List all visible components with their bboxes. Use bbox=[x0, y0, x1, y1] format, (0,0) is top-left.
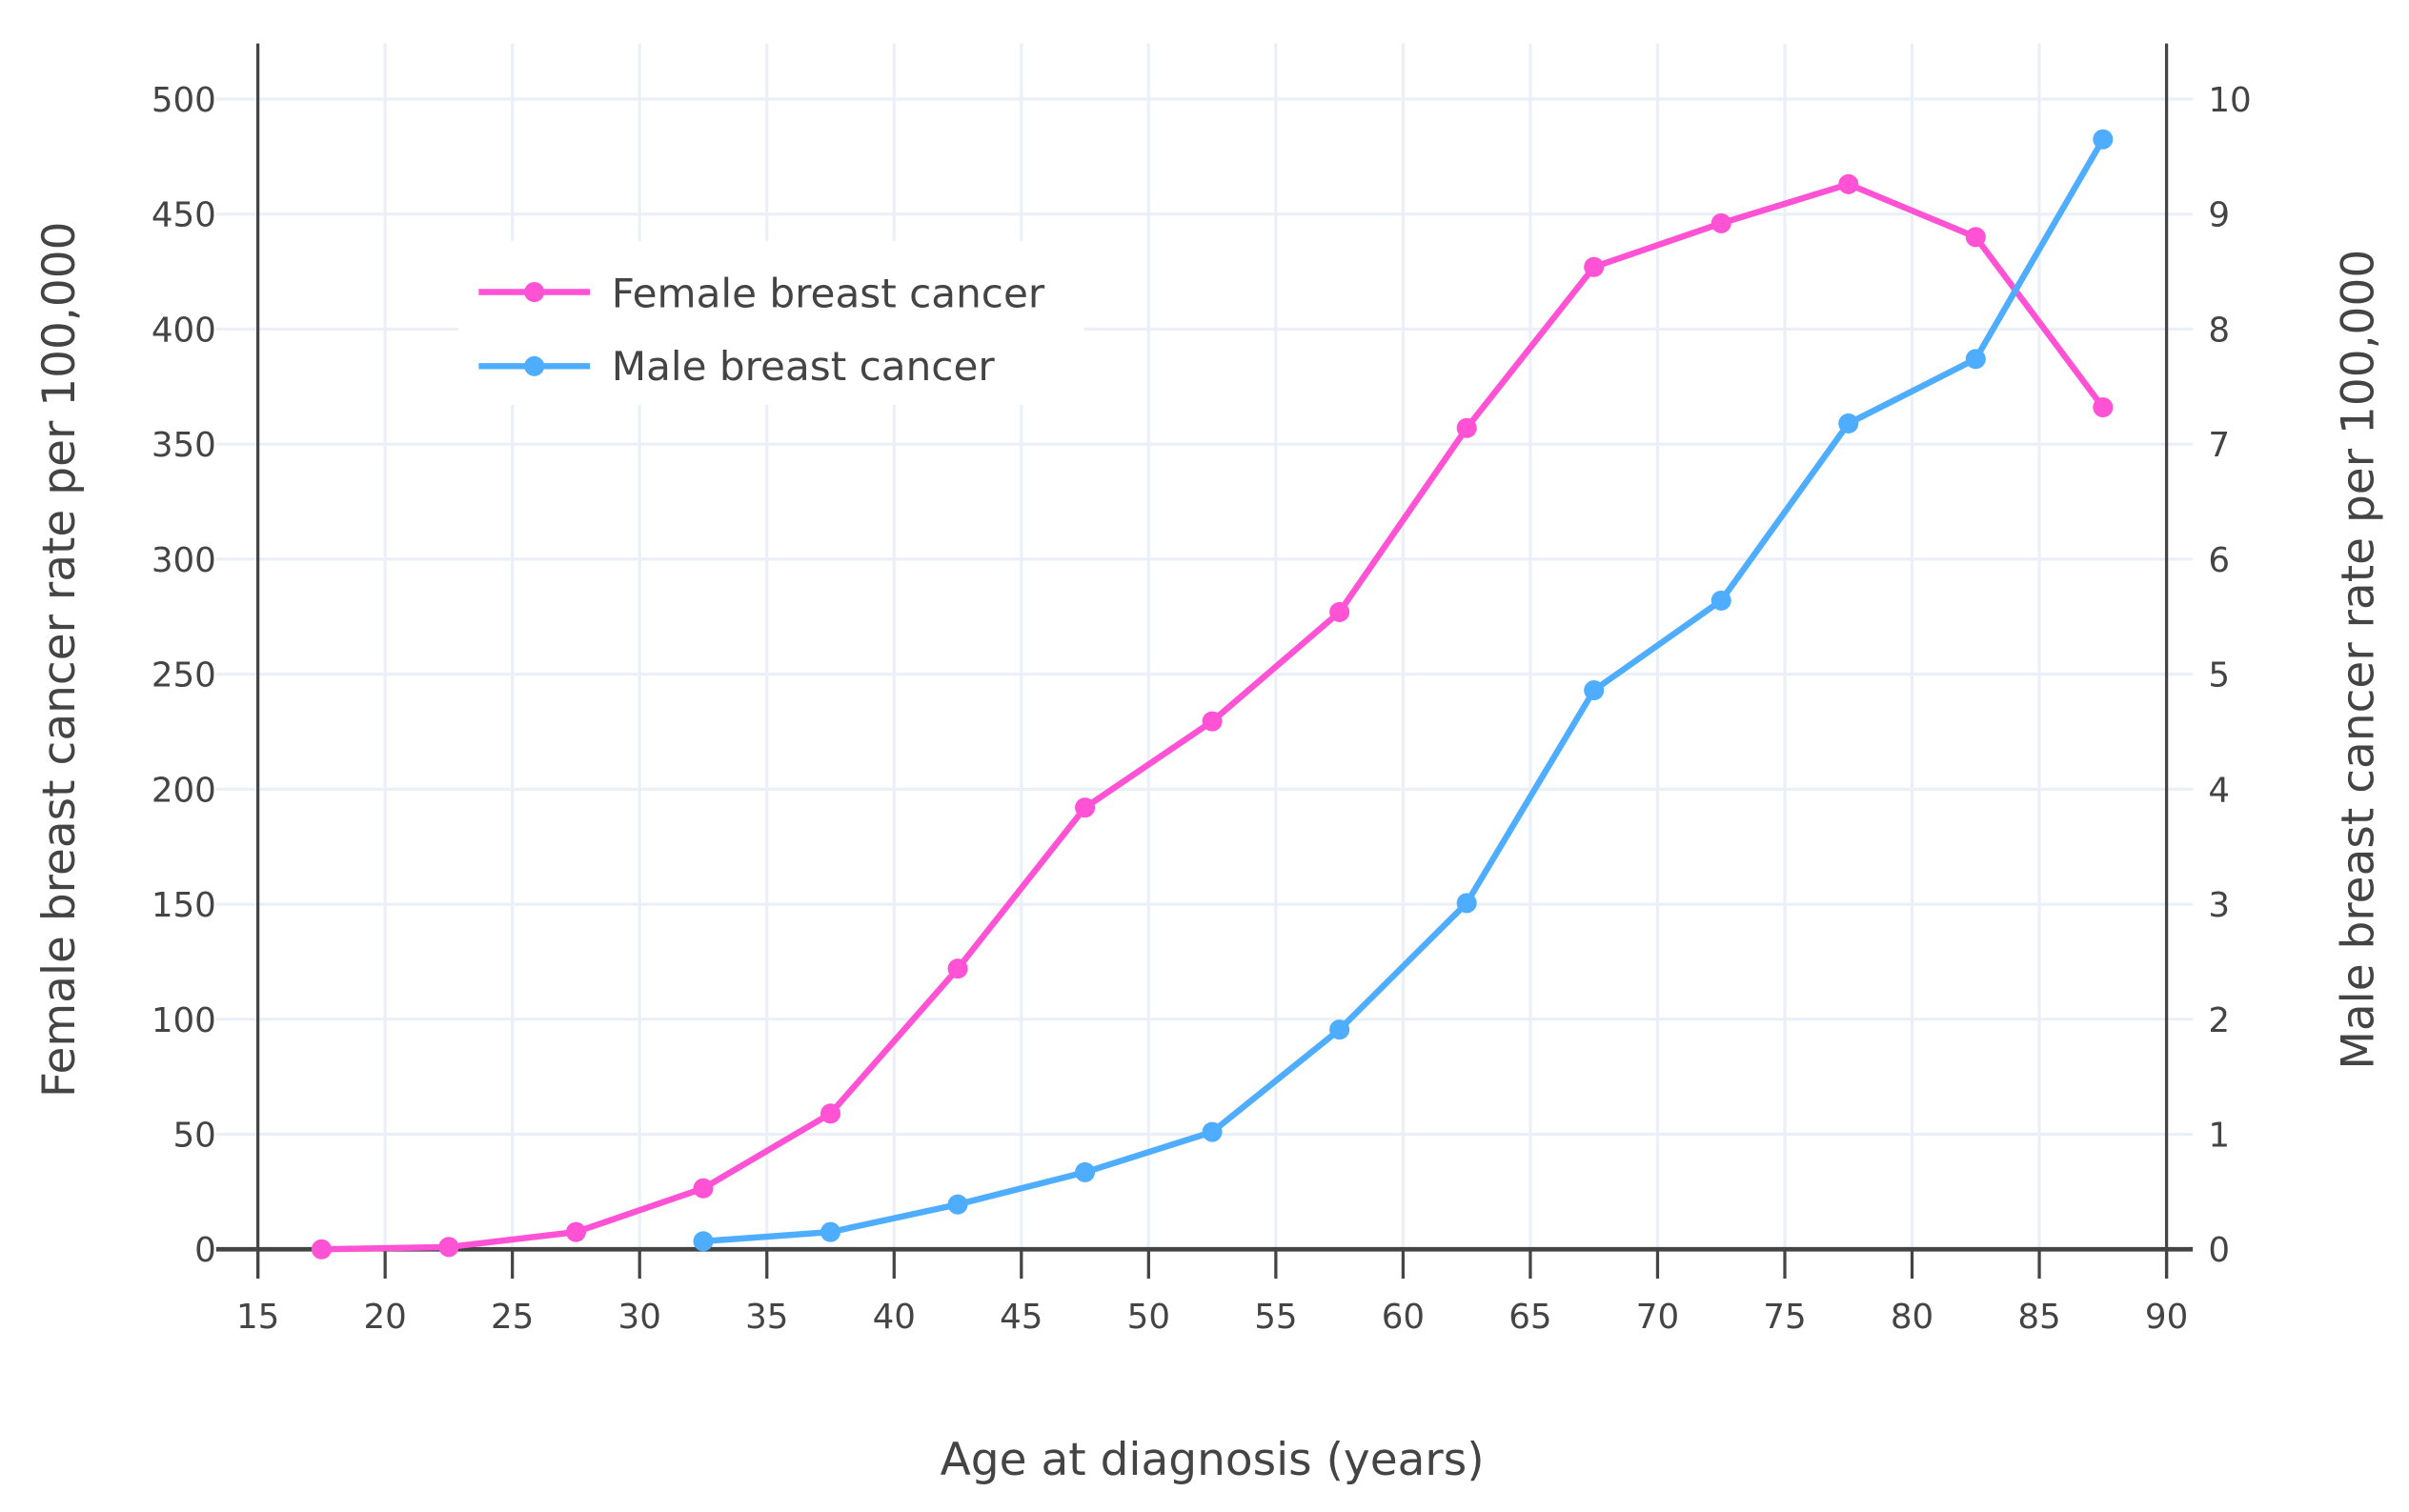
data-point-0 bbox=[2093, 396, 2114, 418]
data-point-1 bbox=[1584, 679, 1605, 701]
data-point-1 bbox=[693, 1231, 714, 1252]
data-point-0 bbox=[693, 1178, 714, 1199]
x-tick-label: 20 bbox=[363, 1298, 406, 1337]
data-point-1 bbox=[1329, 1019, 1350, 1040]
x-tick-label: 70 bbox=[1636, 1298, 1679, 1337]
legend-label-female[interactable]: Female breast cancer bbox=[612, 271, 1045, 317]
data-point-0 bbox=[1202, 711, 1223, 732]
x-tick-label: 45 bbox=[1000, 1298, 1043, 1337]
y-tick-label: 500 bbox=[152, 81, 216, 120]
x-tick-label: 85 bbox=[2017, 1298, 2060, 1337]
x-tick-label: 75 bbox=[1763, 1298, 1806, 1337]
data-point-1 bbox=[947, 1194, 968, 1215]
y2-tick-label: 0 bbox=[2208, 1231, 2230, 1270]
data-point-0 bbox=[311, 1239, 332, 1260]
y2-tick-label: 4 bbox=[2208, 771, 2230, 810]
data-point-0 bbox=[1456, 417, 1477, 438]
x-tick-label: 15 bbox=[236, 1298, 279, 1337]
data-point-1 bbox=[1075, 1161, 1096, 1182]
data-point-0 bbox=[1838, 173, 1859, 194]
y-tick-label: 250 bbox=[152, 656, 216, 696]
y2-tick-label: 10 bbox=[2208, 81, 2251, 120]
y2-tick-label: 3 bbox=[2208, 886, 2230, 925]
legend-marker-male bbox=[524, 355, 545, 376]
x-tick-label: 90 bbox=[2145, 1298, 2188, 1337]
y-tick-label: 450 bbox=[152, 196, 216, 235]
legend-background bbox=[458, 241, 1084, 405]
data-point-0 bbox=[1711, 212, 1731, 233]
y2-tick-label: 1 bbox=[2208, 1116, 2230, 1155]
y-tick-label: 0 bbox=[194, 1231, 216, 1270]
legend-marker-female bbox=[524, 282, 545, 303]
x-tick-label: 55 bbox=[1254, 1298, 1297, 1337]
gridlines bbox=[215, 43, 2194, 1280]
x-axis-title: Age at diagnosis (years) bbox=[941, 1434, 1485, 1486]
x-tick-label: 65 bbox=[1508, 1298, 1551, 1337]
axes bbox=[215, 43, 2194, 1280]
data-point-0 bbox=[565, 1221, 586, 1242]
series-layer bbox=[311, 129, 2114, 1260]
data-point-1 bbox=[1202, 1121, 1223, 1142]
x-tick-label: 25 bbox=[491, 1298, 534, 1337]
legend[interactable]: Female breast cancer Male breast cancer bbox=[458, 241, 1084, 405]
x-tick-label: 35 bbox=[745, 1298, 788, 1337]
data-point-0 bbox=[1965, 227, 1986, 248]
data-point-0 bbox=[438, 1237, 459, 1258]
y-tick-label: 50 bbox=[173, 1116, 216, 1155]
y-tick-label: 150 bbox=[152, 886, 216, 925]
data-point-1 bbox=[1711, 590, 1731, 611]
y2-tick-label: 7 bbox=[2208, 426, 2230, 465]
y-tick-label: 350 bbox=[152, 426, 216, 465]
y-tick-label: 100 bbox=[152, 1001, 216, 1040]
y-tick-label: 200 bbox=[152, 771, 216, 810]
data-point-0 bbox=[947, 958, 968, 979]
data-point-1 bbox=[1838, 413, 1859, 433]
legend-label-male[interactable]: Male breast cancer bbox=[612, 343, 996, 390]
y2-tick-label: 9 bbox=[2208, 196, 2230, 235]
x-tick-label: 40 bbox=[873, 1298, 916, 1337]
series-line-1 bbox=[702, 137, 2106, 1245]
y2-tick-label: 2 bbox=[2208, 1001, 2230, 1040]
x-tick-label: 80 bbox=[1891, 1298, 1933, 1337]
y2-tick-label: 5 bbox=[2208, 656, 2230, 696]
data-point-1 bbox=[820, 1221, 841, 1242]
x-tick-label: 50 bbox=[1127, 1298, 1170, 1337]
y-axis-title: Female breast cancer rate per 100,000 bbox=[33, 221, 86, 1097]
y2-tick-label: 6 bbox=[2208, 541, 2230, 580]
y2-tick-label: 8 bbox=[2208, 311, 2230, 350]
y-tick-label: 300 bbox=[152, 541, 216, 580]
tick-labels: 15 20 25 30 35 40 45 50 55 60 65 70 75 80 85 9005010015… bbox=[152, 81, 2252, 1337]
data-point-0 bbox=[1584, 256, 1605, 277]
y2-axis-title: Male breast cancer rate per 100,000 bbox=[2333, 250, 2385, 1070]
data-point-1 bbox=[2093, 129, 2114, 150]
x-tick-label: 60 bbox=[1382, 1298, 1425, 1337]
data-point-0 bbox=[1075, 797, 1096, 818]
data-point-0 bbox=[1329, 601, 1350, 622]
data-point-1 bbox=[1456, 893, 1477, 914]
y-tick-label: 400 bbox=[152, 311, 216, 350]
x-tick-label: 30 bbox=[618, 1298, 661, 1337]
data-point-1 bbox=[1965, 349, 1986, 370]
data-point-0 bbox=[820, 1103, 841, 1124]
